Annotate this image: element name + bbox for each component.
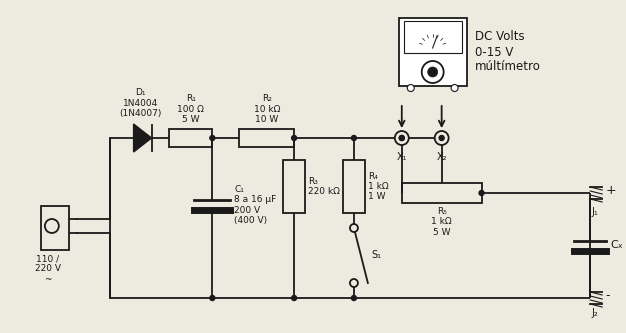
Text: R₅
1 kΩ
5 W: R₅ 1 kΩ 5 W xyxy=(431,207,452,237)
Circle shape xyxy=(210,295,215,300)
Circle shape xyxy=(351,295,356,300)
Text: J₂: J₂ xyxy=(592,308,598,318)
Text: R₁
100 Ω
5 W: R₁ 100 Ω 5 W xyxy=(178,94,204,124)
Circle shape xyxy=(395,131,409,145)
Bar xyxy=(283,160,305,213)
Bar xyxy=(404,21,461,53)
Bar xyxy=(239,129,294,147)
Text: R₃
220 kΩ: R₃ 220 kΩ xyxy=(308,177,340,196)
Text: S₁: S₁ xyxy=(372,250,382,260)
Circle shape xyxy=(351,136,356,141)
Text: DC Volts
0-15 V
múltímetro: DC Volts 0-15 V múltímetro xyxy=(475,31,540,74)
Text: 110 /
220 V
~: 110 / 220 V ~ xyxy=(35,254,61,284)
Text: R₂
10 kΩ
10 W: R₂ 10 kΩ 10 W xyxy=(254,94,280,124)
Circle shape xyxy=(479,190,484,195)
Circle shape xyxy=(350,279,358,287)
Text: D₁
1N4004
(1N4007): D₁ 1N4004 (1N4007) xyxy=(120,88,162,118)
Text: +: + xyxy=(605,184,616,197)
Text: X₁: X₁ xyxy=(396,152,407,162)
Circle shape xyxy=(439,136,444,141)
Polygon shape xyxy=(133,124,151,152)
Circle shape xyxy=(292,295,297,300)
Text: J₁: J₁ xyxy=(592,207,598,217)
Circle shape xyxy=(422,61,444,83)
Bar xyxy=(399,18,466,86)
Bar xyxy=(170,129,212,147)
Text: -: - xyxy=(605,289,610,302)
Text: Cₓ: Cₓ xyxy=(610,240,623,250)
Text: R₄
1 kΩ
1 W: R₄ 1 kΩ 1 W xyxy=(368,171,389,201)
Circle shape xyxy=(350,224,358,232)
Circle shape xyxy=(428,67,438,77)
Circle shape xyxy=(451,85,458,92)
Circle shape xyxy=(408,85,414,92)
Circle shape xyxy=(399,136,404,141)
Circle shape xyxy=(434,131,449,145)
Bar xyxy=(41,206,69,250)
Text: X₂: X₂ xyxy=(436,152,447,162)
Text: C₁
8 a 16 μF
200 V
(400 V): C₁ 8 a 16 μF 200 V (400 V) xyxy=(234,185,277,225)
Circle shape xyxy=(399,136,404,141)
Bar xyxy=(402,183,481,203)
Circle shape xyxy=(210,136,215,141)
Circle shape xyxy=(292,136,297,141)
Bar xyxy=(343,160,365,213)
